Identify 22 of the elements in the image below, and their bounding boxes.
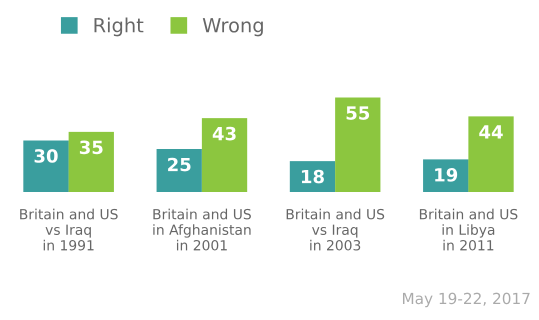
text: May 19-22, 2017: [402, 292, 530, 308]
x-tick-label: Britain and US in Afghanistan in 2001: [153, 208, 251, 251]
data-label: 43: [212, 126, 236, 140]
data-label: 55: [346, 106, 370, 120]
x-tick-label: Britain and US vs Iraq in 1991: [20, 208, 118, 251]
bar: [202, 118, 248, 192]
legend-label: Wrong: [202, 18, 263, 36]
legend-label: Right: [94, 18, 144, 36]
bar: [468, 116, 514, 192]
bar: [68, 132, 114, 192]
bar: [335, 98, 380, 192]
x-tick-label: Britain and US in Libya in 2011: [420, 208, 518, 251]
x-tick-label: Britain and US vs Iraq in 2003: [286, 208, 384, 251]
bar: [423, 159, 468, 192]
data-label: 18: [302, 170, 324, 184]
bar: [156, 149, 202, 192]
bar: [23, 140, 69, 192]
data-label: 44: [479, 125, 503, 138]
data-label: 30: [34, 149, 58, 163]
data-label: 19: [435, 168, 458, 182]
data-label: 25: [168, 158, 191, 172]
data-label: 35: [80, 140, 103, 154]
